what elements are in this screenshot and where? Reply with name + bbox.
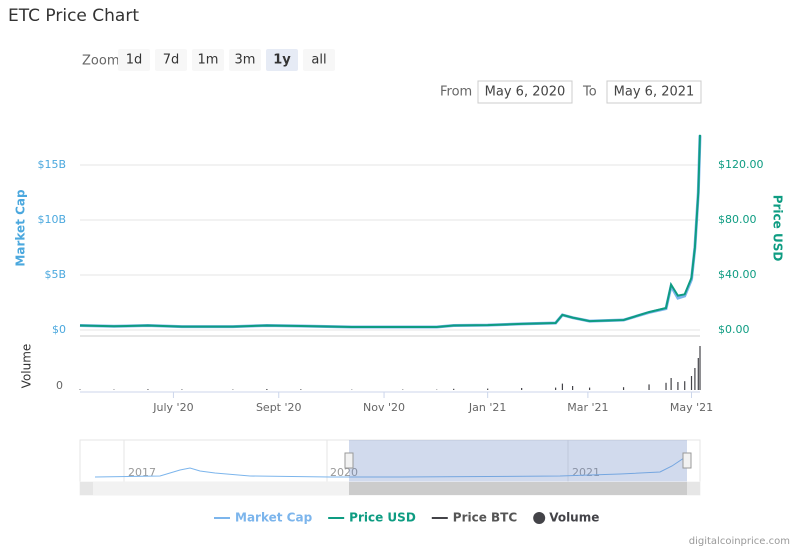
scrollbar-thumb[interactable] [349,482,687,495]
y-tick-label: $15B [37,158,66,171]
volume-bar [572,386,573,390]
x-tick-label: Mar '21 [567,401,608,414]
zoom-button-label[interactable]: 1m [198,53,219,68]
legend-label[interactable]: Market Cap [235,511,313,525]
from-label: From [440,85,472,100]
volume-bar [677,382,678,390]
scrollbar-right[interactable] [687,482,700,495]
y-tick-label: $5B [44,268,66,281]
y-axis-title: Market Cap [14,189,28,267]
zoom-button[interactable]: 3m [229,49,261,71]
volume-bar [181,389,182,390]
navigator-label: 2017 [128,466,156,479]
legend-symbol[interactable] [533,512,545,524]
zoom-button-label[interactable]: 3m [235,53,256,68]
y2-tick-label: $40.00 [718,268,757,281]
y2-tick-label: $120.00 [718,158,764,171]
y-tick-label: $10B [37,213,66,226]
volume-bar [562,384,563,390]
y2-axis-title: Price USD [771,195,785,262]
navigator-selection[interactable] [349,440,687,482]
volume-bar [694,368,695,390]
legend-label[interactable]: Price USD [349,511,416,525]
zoom-button-label[interactable]: all [311,53,326,68]
navigator-handle[interactable] [345,453,353,468]
x-tick-label: Sept '20 [256,401,302,414]
volume-bar [589,388,590,390]
volume-bar [684,381,685,390]
scrollbar-left[interactable] [80,482,93,495]
y2-tick-label: $80.00 [718,213,757,226]
volume-bar [699,346,700,390]
volume-tick-label: 0 [56,379,63,392]
x-tick-label: Jan '21 [468,401,506,414]
from-value[interactable]: May 6, 2020 [485,85,566,100]
legend: Market Cap Price USD Price BTC Volume [214,511,599,525]
navigator-handle[interactable] [683,453,691,468]
zoom-button-label[interactable]: 1d [126,53,143,68]
volume-bar [453,389,454,390]
credit: digitalcoinprice.com [689,536,790,547]
volume-bar [691,376,692,390]
zoom-button[interactable]: 7d [155,49,187,71]
volume-bar [147,389,148,390]
zoom-button[interactable]: 1m [192,49,224,71]
x-tick-label: Nov '20 [363,401,405,414]
volume-bar [266,389,267,390]
zoom-button[interactable]: 1y [266,49,298,71]
volume-bar [300,389,301,390]
volume-bar [698,358,699,390]
volume-axis-title: Volume [20,344,34,389]
zoom-label: Zoom [82,54,119,69]
x-tick-label: May '21 [670,401,713,414]
volume-bar [521,388,522,390]
to-value[interactable]: May 6, 2021 [614,85,695,100]
volume-bar [665,383,666,390]
legend-label[interactable]: Price BTC [453,511,518,525]
chart-title: ETC Price Chart [8,6,139,26]
volume-bar [648,384,649,390]
zoom-button[interactable]: 1d [118,49,150,71]
volume-bar [623,387,624,390]
to-label: To [582,85,597,100]
x-tick-label: July '20 [152,401,193,414]
zoom-button-label[interactable]: 1y [273,53,291,68]
zoom-button-label[interactable]: 7d [163,53,180,68]
y-tick-label: $0 [52,323,66,336]
volume-bar [671,378,672,390]
legend-label[interactable]: Volume [549,511,599,525]
volume-bar [487,389,488,390]
volume-bar [79,389,80,390]
volume-bar [555,388,556,390]
zoom-button[interactable]: all [303,49,335,71]
y2-tick-label: $0.00 [718,323,750,336]
